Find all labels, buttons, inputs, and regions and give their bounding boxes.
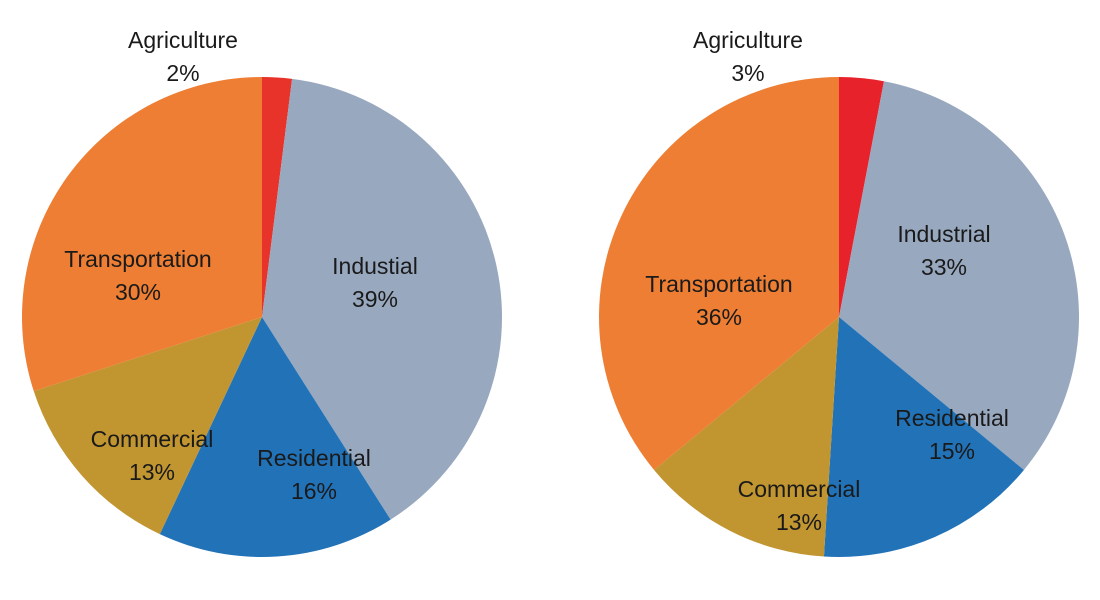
slice-label-agriculture: Agriculture	[693, 27, 803, 53]
slice-label-transportation: Transportation	[64, 246, 211, 272]
slice-percent-residential: 16%	[291, 478, 337, 504]
pie-slice-residential	[159, 317, 391, 558]
pie-slice-agriculture	[262, 77, 293, 317]
pie-slice-commercial	[33, 317, 262, 535]
slice-percent-agriculture: 3%	[731, 60, 764, 86]
slice-percent-industial: 39%	[352, 286, 398, 312]
slice-label-transportation: Transportation	[645, 271, 792, 297]
slice-label-residential: Residential	[257, 445, 371, 471]
slice-label-residential: Residential	[895, 405, 1009, 431]
pie-slice-industrial	[839, 81, 1079, 470]
slice-label-agriculture: Agriculture	[128, 27, 238, 53]
slice-label-industrial: Industrial	[897, 221, 990, 247]
pie-chart-right: Agriculture 3% Industrial 33% Residential 15%…	[599, 27, 1079, 558]
slice-percent-industrial: 33%	[921, 254, 967, 280]
pie-chart-left: Agriculture 2% Industial 39% Residential 16% C…	[22, 27, 503, 558]
slice-percent-residential: 15%	[929, 438, 975, 464]
pie-slice-industial	[262, 78, 503, 520]
pie-slice-commercial	[654, 317, 839, 557]
slice-label-industial: Industial	[332, 253, 418, 279]
slice-percent-agriculture: 2%	[166, 60, 199, 86]
slice-percent-commercial: 13%	[129, 459, 175, 485]
pie-slice-transportation	[22, 77, 262, 392]
pie-slice-transportation	[599, 77, 839, 470]
pie-slice-agriculture	[839, 77, 884, 317]
slice-percent-transportation: 30%	[115, 279, 161, 305]
pie-slice-residential	[823, 317, 1024, 558]
slice-label-commercial: Commercial	[738, 476, 861, 502]
slice-label-commercial: Commercial	[91, 426, 214, 452]
slice-percent-transportation: 36%	[696, 304, 742, 330]
slice-percent-commercial: 13%	[776, 509, 822, 535]
